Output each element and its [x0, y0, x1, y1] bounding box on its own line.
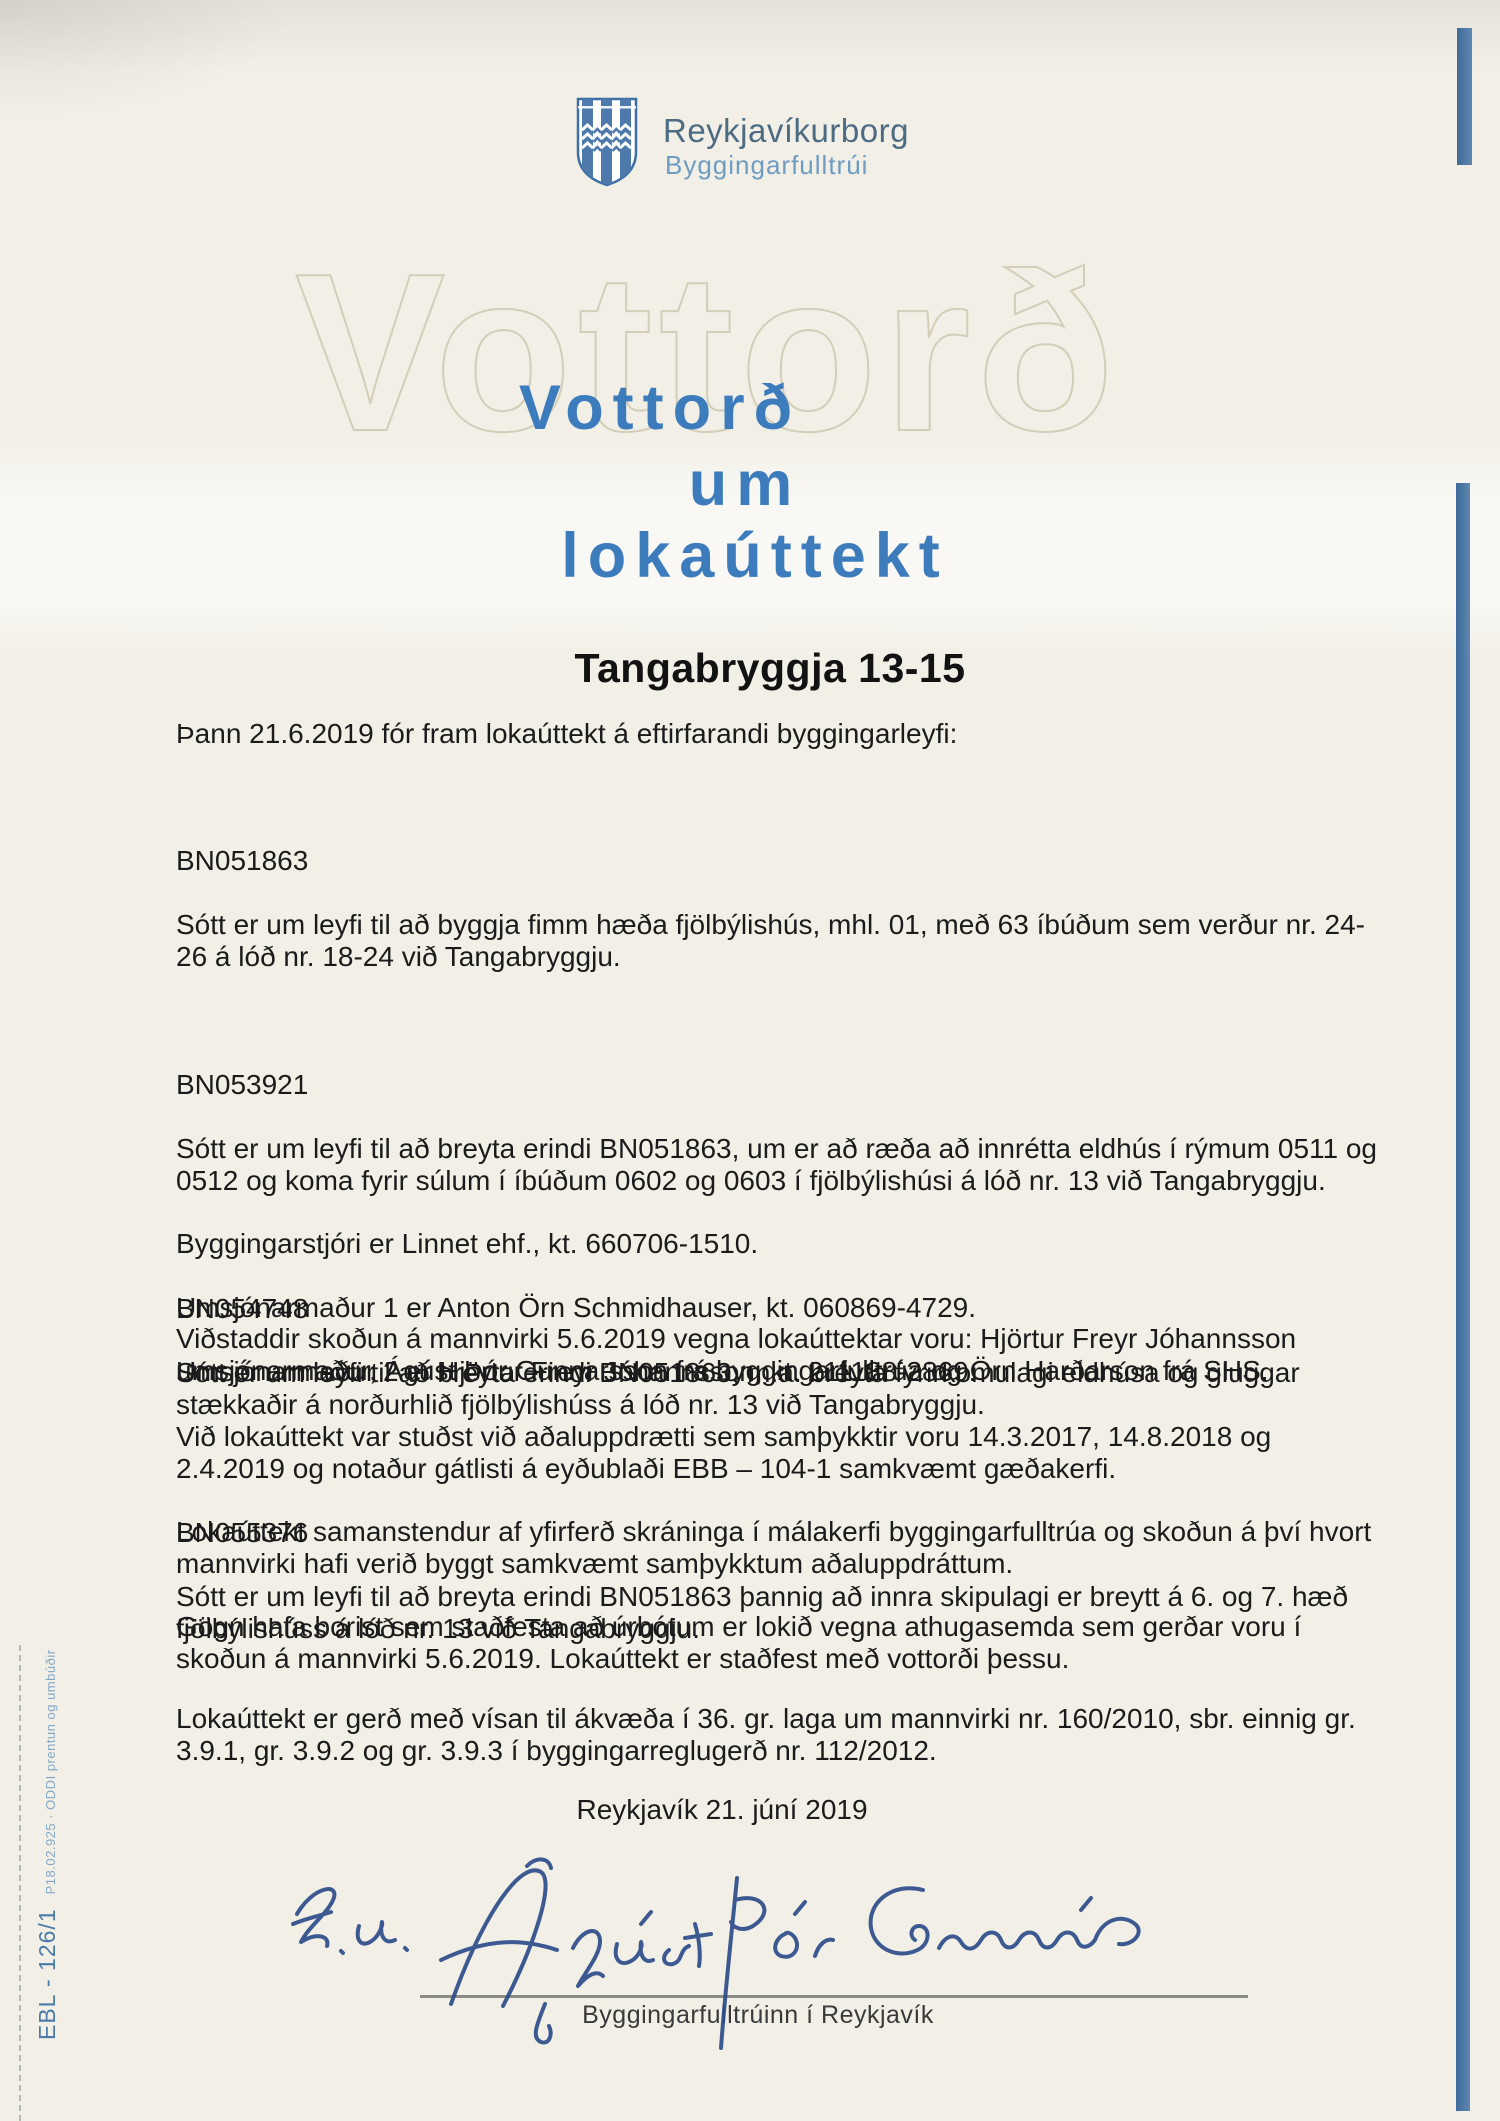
- permit-entry: BN051863 Sótt er um leyfi til að byggja …: [176, 813, 1486, 1005]
- permit-id: BN053921: [176, 1069, 309, 1100]
- permit-id: BN055376: [176, 1517, 309, 1548]
- form-code: EBL - 126/1: [34, 1908, 60, 2040]
- permit-list: BN051863 Sótt er um leyfi til að byggja …: [176, 781, 1486, 1709]
- role-line: Umsjónarmaður 2 er Hjörtur Freyr Jóhanns…: [176, 1356, 977, 1387]
- permit-entry: BN055376 Sótt er um leyfi til að breyta …: [176, 1485, 1486, 1677]
- permit-id: BN054748: [176, 1293, 309, 1324]
- paragraph-confirmation: Gögn hafa borist sem staðfesta að úrbótu…: [176, 1611, 1302, 1674]
- left-dashed-line: [19, 1645, 21, 2121]
- dept-name: Byggingarfulltrúi: [665, 150, 869, 180]
- doc-title-line-2: um: [688, 449, 802, 519]
- handwritten-signature: [291, 1857, 1141, 2050]
- signature-underline: [420, 1995, 1248, 1998]
- paragraph-inspection-scope: Lokaúttekt samanstendur af yfirferð skrá…: [176, 1516, 1372, 1579]
- org-name: Reykjavíkurborg: [663, 112, 909, 149]
- roles-block: Byggingarstjóri er Linnet ehf., kt. 6607…: [176, 1196, 1486, 1420]
- permit-description: Sótt er um leyfi til að breyta erindi BN…: [176, 1133, 1378, 1196]
- paragraph-drawings: Við lokaúttekt var stuðst við aðaluppdræ…: [176, 1421, 1272, 1484]
- scan-edge-bar-long: [1456, 483, 1470, 2111]
- watermark-text: Vottorð: [294, 226, 1121, 478]
- property-title: Tangabryggja 13-15: [574, 645, 966, 691]
- signature-caption: Byggingarfulltrúinn í Reykjavík: [582, 2001, 934, 2029]
- reykjavik-coat-of-arms-icon: [575, 96, 639, 188]
- date-place-line: Reykjavík 21. júní 2019: [576, 1794, 868, 1825]
- printer-info: P18.02.925 · ODDI prentun og umbúðir: [43, 1649, 58, 1895]
- permit-description: Sótt er um leyfi til að byggja fimm hæða…: [176, 909, 1365, 972]
- role-line: Byggingarstjóri er Linnet ehf., kt. 6607…: [176, 1228, 759, 1259]
- paragraph-attendees: Viðstaddir skoðun á mannvirki 5.6.2019 v…: [176, 1323, 1297, 1386]
- permit-entry: BN053921 Sótt er um leyfi til að breyta …: [176, 1037, 1486, 1229]
- permit-entry: BN054748 Sótt er um leyfi til að breyta …: [176, 1261, 1486, 1453]
- scan-edge-bar-top: [1457, 28, 1472, 165]
- doc-title-line-1: Vottorð: [518, 373, 802, 443]
- permit-description: Sótt er um leyfi til að breyta erindi BN…: [176, 1357, 1300, 1420]
- role-line: Umsjónarmaður 1 er Anton Örn Schmidhause…: [176, 1292, 976, 1323]
- permit-id: BN051863: [176, 845, 309, 876]
- doc-title-line-3: lokaúttekt: [561, 521, 949, 591]
- print-form-label: EBL - 126/1 P18.02.925 · ODDI prentun og …: [34, 1649, 61, 2040]
- paragraph-legal-basis: Lokaúttekt er gerð með vísan til ákvæða …: [176, 1703, 1356, 1766]
- permit-description: Sótt er um leyfi til að breyta erindi BN…: [176, 1581, 1349, 1644]
- intro-paragraph: Þann 21.6.2019 fór fram lokaúttekt á eft…: [176, 718, 958, 749]
